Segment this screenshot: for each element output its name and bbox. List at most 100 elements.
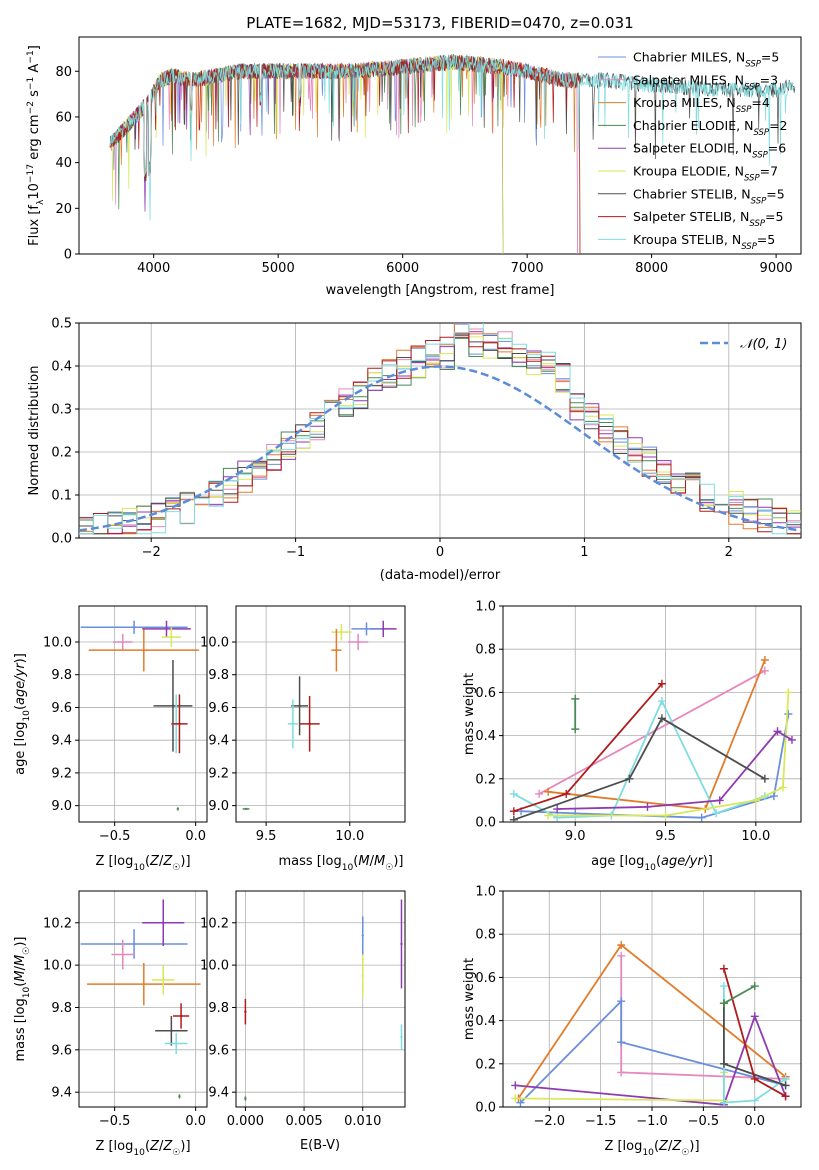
legend-text: Chabrier MILES, N	[633, 50, 745, 65]
data-point	[365, 627, 368, 631]
weight-marker	[617, 951, 626, 960]
spectrum-series-7	[109, 55, 581, 254]
weight-marker	[719, 964, 728, 973]
data-point	[176, 807, 180, 811]
y-tick-label: 1.0	[475, 885, 496, 900]
label-part: Z	[671, 1139, 682, 1154]
weight-series-2	[519, 999, 786, 1104]
histogram-ylabel: Normed distribution	[27, 366, 42, 496]
data-point	[178, 1095, 181, 1098]
label-part: (	[145, 854, 150, 869]
weight-series-8	[723, 985, 756, 1005]
y-tick-label: 10.0	[200, 636, 229, 651]
y-tick-label: 9.8	[208, 668, 229, 683]
x-tick-label: 0.0	[185, 1114, 206, 1129]
legend-label: Kroupa MILES, NSSP=4	[633, 95, 770, 115]
weight-marker	[750, 1096, 759, 1105]
label-part: ☉	[172, 1148, 180, 1158]
x-tick-label: 10.0	[335, 829, 364, 844]
y-tick-label: 0.4	[475, 1014, 496, 1029]
label-part: ☉	[172, 863, 180, 873]
legend-sub: SSP	[744, 174, 760, 184]
y-tick-label: 0.4	[475, 729, 496, 744]
weight-marker	[625, 774, 634, 783]
x-tick-label: 10.0	[741, 829, 770, 844]
x-tick-label: 9.5	[256, 829, 277, 844]
legend-text: Salpeter ELODIE, N	[633, 141, 752, 156]
spectrum-title: PLATE=1682, MJD=53173, FIBERID=0470, z=0…	[246, 14, 633, 32]
x-tick-label: −2.0	[533, 1114, 565, 1129]
label-part: s	[27, 90, 42, 101]
panel8-xlabel: Z [log10(Z/Z☉)]	[604, 1139, 699, 1158]
legend-label: Chabrier ELODIE, NSSP=2	[633, 118, 788, 138]
weight-marker	[784, 710, 793, 718]
panel4-xlabel: mass [log10(M/M☉)]	[279, 854, 404, 873]
panel6-xlabel: Z [log10(Z/Z☉)]	[95, 1139, 190, 1158]
y-tick-label: 9.0	[208, 799, 229, 814]
x-tick-label: −1	[286, 545, 305, 560]
label-part: ]	[27, 45, 42, 50]
label-part: /	[13, 965, 28, 970]
weight-marker	[769, 792, 778, 801]
legend-text: =4	[751, 95, 769, 110]
plot-frame	[235, 890, 406, 1108]
data-point	[308, 722, 311, 726]
plot-frame	[502, 605, 802, 823]
label-part: age/yr	[661, 854, 704, 869]
x-tick-label: 8000	[635, 261, 668, 276]
label-part: 10	[22, 710, 32, 722]
plot-frame	[78, 890, 208, 1108]
label-part: (	[13, 705, 28, 710]
label-part: −1	[26, 50, 36, 63]
weight-marker	[760, 666, 769, 675]
age-vs-metallicity-points	[80, 620, 199, 811]
label-part: ☉	[385, 863, 393, 873]
x-tick-label: 0	[436, 545, 444, 560]
panel6-ylabel: mass [log10(M/M☉)]	[13, 937, 32, 1062]
label-part: Flux [f	[27, 205, 42, 246]
weight-marker	[571, 694, 580, 703]
weight-marker	[617, 1038, 626, 1047]
weight-marker	[509, 807, 518, 816]
age-vs-mass-points	[242, 620, 397, 811]
label-part: A	[27, 64, 42, 77]
weight-marker	[661, 811, 670, 820]
legend-label: Salpeter STELIB, NSSP=5	[633, 209, 783, 229]
weight-marker	[719, 1059, 728, 1068]
label-part: Z [log	[604, 1139, 642, 1154]
x-tick-label: 9.0	[565, 829, 586, 844]
plot-frame	[78, 605, 208, 823]
label-part: mass [log	[13, 998, 28, 1061]
legend-text: =3	[760, 72, 778, 87]
weight-marker	[643, 802, 652, 811]
label-part: /	[370, 854, 375, 869]
y-tick-label: 9.0	[51, 799, 72, 814]
data-point	[244, 1010, 247, 1013]
x-tick-label: 0.010	[344, 1114, 381, 1129]
label-part: (	[654, 1139, 659, 1154]
weight-series-6	[513, 717, 766, 821]
y-tick-label: 0.8	[475, 643, 496, 658]
legend-sub: SSP	[745, 60, 761, 70]
y-tick-label: 0.3	[51, 403, 72, 418]
y-tick-label: 0.5	[51, 317, 72, 332]
x-tick-label: 2	[725, 545, 733, 560]
legend-text: =5	[766, 186, 784, 201]
data-point	[244, 807, 248, 811]
data-point	[132, 626, 136, 629]
y-tick-label: 0.0	[51, 532, 72, 547]
x-tick-label: −1.0	[636, 1114, 668, 1129]
x-tick-label: 6000	[386, 261, 419, 276]
label-part: ☉	[22, 947, 32, 955]
weight-marker	[719, 1098, 728, 1107]
y-tick-label: 0.2	[51, 446, 72, 461]
label-part: M	[13, 970, 28, 981]
mass-vs-metallicity-axes: −0.5 0.0 9.4 9.6 9.8 10.0 10.2	[43, 890, 208, 1129]
y-tick-label: 9.4	[51, 734, 72, 749]
label-part: 10	[342, 863, 354, 873]
x-tick-label: −1.5	[585, 1114, 617, 1129]
weight-marker	[544, 787, 553, 796]
y-tick-label: 10.2	[43, 916, 72, 931]
y-tick-label: 9.2	[51, 766, 72, 781]
